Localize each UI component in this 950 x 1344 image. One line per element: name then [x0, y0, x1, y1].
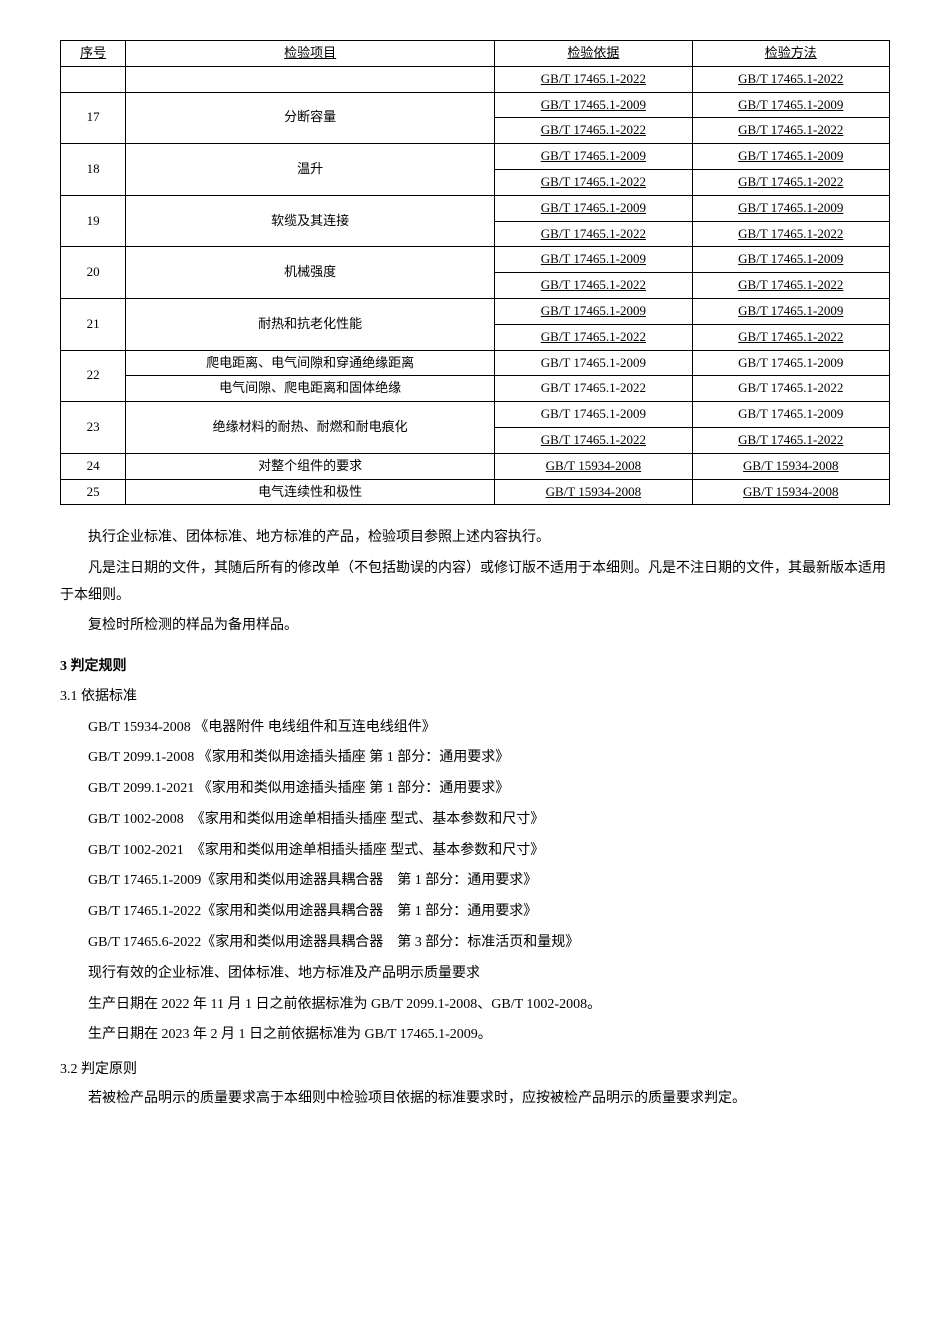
cell-seq — [61, 66, 126, 92]
standard-item: GB/T 1002-2008 《家用和类似用途单相插头插座 型式、基本参数和尺寸… — [88, 805, 890, 836]
paragraph-1: 执行企业标准、团体标准、地方标准的产品，检验项目参照上述内容执行。 — [60, 525, 890, 552]
table-row: 24 对整个组件的要求 GB/T 15934-2008 GB/T 15934-2… — [61, 453, 890, 479]
standard-item: GB/T 17465.1-2022《家用和类似用途器具耦合器 第 1 部分：通用… — [88, 897, 890, 928]
cell-method: GB/T 17465.1-2022 — [692, 427, 889, 453]
cell-basis: GB/T 15934-2008 — [495, 479, 692, 505]
cell-seq: 22 — [61, 350, 126, 402]
table-row: 18 温升 GB/T 17465.1-2009 GB/T 17465.1-200… — [61, 144, 890, 170]
table-row: 25 电气连续性和极性 GB/T 15934-2008 GB/T 15934-2… — [61, 479, 890, 505]
cell-basis: GB/T 17465.1-2022 — [495, 66, 692, 92]
table-row: GB/T 17465.1-2022 GB/T 17465.1-2022 — [61, 66, 890, 92]
cell-seq: 17 — [61, 92, 126, 144]
cell-item: 电气连续性和极性 — [126, 479, 495, 505]
cell-item: 耐热和抗老化性能 — [126, 298, 495, 350]
cell-seq: 20 — [61, 247, 126, 299]
cell-method: GB/T 15934-2008 — [692, 453, 889, 479]
cell-item: 爬电距离、电气间隙和穿通绝缘距离 — [126, 350, 495, 376]
cell-item — [126, 66, 495, 92]
cell-basis: GB/T 17465.1-2009 — [495, 350, 692, 376]
standard-item: GB/T 2099.1-2008 《家用和类似用途插头插座 第 1 部分：通用要… — [88, 743, 890, 774]
cell-method: GB/T 17465.1-2022 — [692, 376, 889, 402]
cell-method: GB/T 17465.1-2009 — [692, 402, 889, 428]
header-method: 检验方法 — [692, 41, 889, 67]
table-header-row: 序号 检验项目 检验依据 检验方法 — [61, 41, 890, 67]
table-row: 19 软缆及其连接 GB/T 17465.1-2009 GB/T 17465.1… — [61, 195, 890, 221]
cell-item: 温升 — [126, 144, 495, 196]
table-row: 17 分断容量 GB/T 17465.1-2009 GB/T 17465.1-2… — [61, 92, 890, 118]
cell-seq: 18 — [61, 144, 126, 196]
cell-item: 机械强度 — [126, 247, 495, 299]
cell-method: GB/T 17465.1-2022 — [692, 169, 889, 195]
paragraph-3: 复检时所检测的样品为备用样品。 — [60, 613, 890, 640]
cell-method: GB/T 17465.1-2009 — [692, 92, 889, 118]
cell-seq: 25 — [61, 479, 126, 505]
section-3-2-heading: 3.2 判定原则 — [60, 1059, 890, 1081]
cell-basis: GB/T 17465.1-2022 — [495, 324, 692, 350]
header-item: 检验项目 — [126, 41, 495, 67]
standard-item: GB/T 2099.1-2021 《家用和类似用途插头插座 第 1 部分：通用要… — [88, 774, 890, 805]
standard-item: GB/T 1002-2021 《家用和类似用途单相插头插座 型式、基本参数和尺寸… — [88, 836, 890, 867]
section-3-2-text: 若被检产品明示的质量要求高于本细则中检验项目依据的标准要求时，应按被检产品明示的… — [60, 1086, 890, 1113]
inspection-table: 序号 检验项目 检验依据 检验方法 GB/T 17465.1-2022 GB/T… — [60, 40, 890, 505]
standard-item: GB/T 15934-2008 《电器附件 电线组件和互连电线组件》 — [88, 713, 890, 744]
cell-method: GB/T 17465.1-2009 — [692, 195, 889, 221]
paragraph-2: 凡是注日期的文件，其随后所有的修改单（不包括勘误的内容）或修订版不适用于本细则。… — [60, 556, 890, 609]
header-basis: 检验依据 — [495, 41, 692, 67]
cell-item: 软缆及其连接 — [126, 195, 495, 247]
cell-basis: GB/T 17465.1-2022 — [495, 221, 692, 247]
cell-method: GB/T 17465.1-2009 — [692, 298, 889, 324]
cell-basis: GB/T 17465.1-2009 — [495, 247, 692, 273]
cell-seq: 23 — [61, 402, 126, 454]
cell-method: GB/T 17465.1-2022 — [692, 118, 889, 144]
standard-item: 生产日期在 2023 年 2 月 1 日之前依据标准为 GB/T 17465.1… — [88, 1020, 890, 1051]
cell-seq: 19 — [61, 195, 126, 247]
cell-item: 对整个组件的要求 — [126, 453, 495, 479]
cell-basis: GB/T 15934-2008 — [495, 453, 692, 479]
table-row: 电气间隙、爬电距离和固体绝缘 GB/T 17465.1-2022 GB/T 17… — [61, 376, 890, 402]
standard-item: 现行有效的企业标准、团体标准、地方标准及产品明示质量要求 — [88, 959, 890, 990]
table-row: 23 绝缘材料的耐热、耐燃和耐电痕化 GB/T 17465.1-2009 GB/… — [61, 402, 890, 428]
table-row: 22 爬电距离、电气间隙和穿通绝缘距离 GB/T 17465.1-2009 GB… — [61, 350, 890, 376]
cell-method: GB/T 17465.1-2009 — [692, 144, 889, 170]
cell-basis: GB/T 17465.1-2009 — [495, 298, 692, 324]
standard-item: GB/T 17465.6-2022《家用和类似用途器具耦合器 第 3 部分：标准… — [88, 928, 890, 959]
cell-method: GB/T 17465.1-2022 — [692, 66, 889, 92]
cell-method: GB/T 15934-2008 — [692, 479, 889, 505]
cell-basis: GB/T 17465.1-2009 — [495, 195, 692, 221]
cell-method: GB/T 17465.1-2022 — [692, 273, 889, 299]
cell-item: 电气间隙、爬电距离和固体绝缘 — [126, 376, 495, 402]
header-seq: 序号 — [61, 41, 126, 67]
cell-seq: 21 — [61, 298, 126, 350]
cell-method: GB/T 17465.1-2009 — [692, 350, 889, 376]
table-row: 20 机械强度 GB/T 17465.1-2009 GB/T 17465.1-2… — [61, 247, 890, 273]
standard-item: 生产日期在 2022 年 11 月 1 日之前依据标准为 GB/T 2099.1… — [88, 990, 890, 1021]
section-3-heading: 3 判定规则 — [60, 656, 890, 678]
cell-method: GB/T 17465.1-2009 — [692, 247, 889, 273]
table-row: 21 耐热和抗老化性能 GB/T 17465.1-2009 GB/T 17465… — [61, 298, 890, 324]
cell-basis: GB/T 17465.1-2022 — [495, 427, 692, 453]
cell-method: GB/T 17465.1-2022 — [692, 324, 889, 350]
cell-basis: GB/T 17465.1-2022 — [495, 169, 692, 195]
cell-basis: GB/T 17465.1-2009 — [495, 144, 692, 170]
cell-item: 绝缘材料的耐热、耐燃和耐电痕化 — [126, 402, 495, 454]
standard-item: GB/T 17465.1-2009《家用和类似用途器具耦合器 第 1 部分：通用… — [88, 866, 890, 897]
cell-basis: GB/T 17465.1-2009 — [495, 402, 692, 428]
cell-basis: GB/T 17465.1-2009 — [495, 92, 692, 118]
cell-item: 分断容量 — [126, 92, 495, 144]
section-3-1-heading: 3.1 依据标准 — [60, 686, 890, 708]
cell-basis: GB/T 17465.1-2022 — [495, 273, 692, 299]
standards-list: GB/T 15934-2008 《电器附件 电线组件和互连电线组件》 GB/T … — [60, 713, 890, 1052]
cell-seq: 24 — [61, 453, 126, 479]
cell-basis: GB/T 17465.1-2022 — [495, 376, 692, 402]
cell-basis: GB/T 17465.1-2022 — [495, 118, 692, 144]
table-body: GB/T 17465.1-2022 GB/T 17465.1-2022 17 分… — [61, 66, 890, 505]
cell-method: GB/T 17465.1-2022 — [692, 221, 889, 247]
